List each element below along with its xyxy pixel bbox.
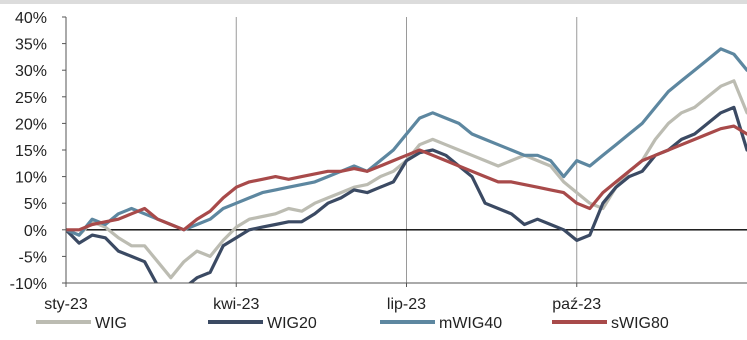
- x-tick-label: lip-23: [387, 296, 426, 313]
- y-tick-label: -5%: [19, 249, 47, 266]
- series-line-wig20: [66, 105, 747, 283]
- y-tick-label: -10%: [10, 276, 47, 293]
- legend-label: sWIG80: [611, 315, 669, 332]
- chart-legend: WIG WIG20 mWIG40 sWIG80: [36, 315, 669, 332]
- y-axis: -10% -5% 0% 5% 10% 15% 20% 25% 30% 35% 40%: [10, 10, 67, 293]
- y-tick-label: 0%: [24, 223, 47, 240]
- y-tick-label: 15%: [15, 143, 47, 160]
- y-tick-label: 30%: [15, 63, 47, 80]
- chart-grid: [65, 17, 747, 283]
- x-tick-label: sty-23: [44, 296, 88, 313]
- series-line-swig80: [66, 124, 747, 232]
- y-tick-label: 35%: [15, 37, 47, 54]
- chart-series: [66, 47, 747, 283]
- top-border-strip: [0, 0, 747, 4]
- y-tick-label: 5%: [24, 196, 47, 213]
- y-tick-label: 20%: [15, 116, 47, 133]
- x-axis: sty-23 kwi-23 lip-23 paź-23: [44, 282, 747, 313]
- y-tick-label: 10%: [15, 170, 47, 187]
- y-tick-label: 40%: [15, 10, 47, 27]
- legend-label: WIG20: [267, 315, 317, 332]
- x-tick-label: paź-23: [552, 296, 601, 313]
- y-tick-label: 25%: [15, 90, 47, 107]
- x-tick-label: kwi-23: [213, 296, 259, 313]
- legend-label: mWIG40: [439, 315, 502, 332]
- legend-label: WIG: [95, 315, 127, 332]
